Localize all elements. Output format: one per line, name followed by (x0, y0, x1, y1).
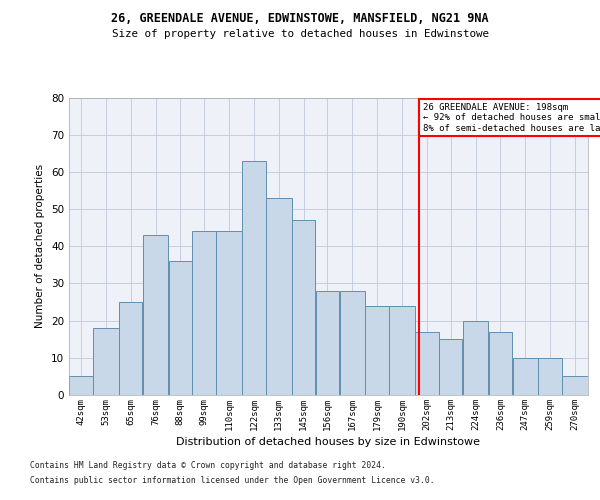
Bar (143, 235, 168, 395)
Bar (365, 306, 389, 395)
Bar (169, 261, 192, 395)
Bar (216, 232, 242, 395)
Bar (242, 160, 266, 395)
Bar (93, 328, 119, 395)
Bar (439, 339, 463, 395)
Y-axis label: Number of detached properties: Number of detached properties (35, 164, 46, 328)
Bar (562, 376, 588, 395)
Bar (512, 358, 538, 395)
Text: Contains public sector information licensed under the Open Government Licence v3: Contains public sector information licen… (30, 476, 434, 485)
Bar (538, 358, 562, 395)
Bar (463, 320, 488, 395)
Bar (193, 232, 216, 395)
Text: Size of property relative to detached houses in Edwinstowe: Size of property relative to detached ho… (112, 29, 488, 39)
X-axis label: Distribution of detached houses by size in Edwinstowe: Distribution of detached houses by size … (176, 437, 481, 447)
Bar (489, 332, 512, 395)
Bar (340, 291, 365, 395)
Text: 26 GREENDALE AVENUE: 198sqm
← 92% of detached houses are smaller (424)
8% of sem: 26 GREENDALE AVENUE: 198sqm ← 92% of det… (422, 103, 600, 133)
Bar (415, 332, 439, 395)
Text: Contains HM Land Registry data © Crown copyright and database right 2024.: Contains HM Land Registry data © Crown c… (30, 461, 386, 470)
Bar (119, 302, 142, 395)
Bar (316, 291, 339, 395)
Bar (266, 198, 292, 395)
Bar (69, 376, 92, 395)
Bar (389, 306, 415, 395)
Bar (292, 220, 316, 395)
Text: 26, GREENDALE AVENUE, EDWINSTOWE, MANSFIELD, NG21 9NA: 26, GREENDALE AVENUE, EDWINSTOWE, MANSFI… (111, 12, 489, 26)
